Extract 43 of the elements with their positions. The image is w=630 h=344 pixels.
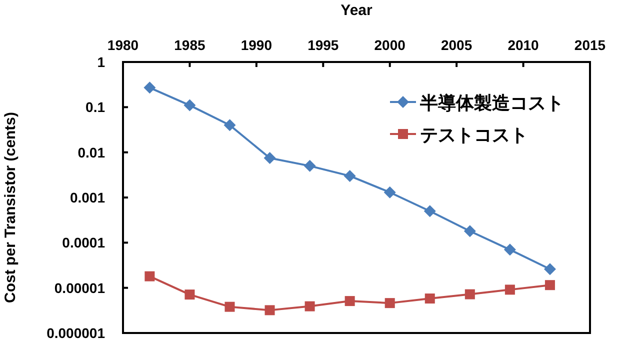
y-tick-label: 0.000001 [46, 325, 106, 341]
y-tick-label: 0.00001 [54, 280, 106, 296]
point [504, 244, 516, 256]
legend-item: テストコスト [390, 125, 528, 145]
point [424, 205, 436, 218]
point [344, 170, 356, 182]
y-tick-label: 0.1 [86, 99, 106, 116]
x-tick-label: 2000 [374, 37, 406, 53]
point [224, 119, 236, 132]
legend-label: テストコスト [420, 125, 528, 145]
x-axis-title: Year [340, 2, 373, 19]
point [544, 263, 556, 276]
point [344, 296, 355, 306]
point [384, 298, 395, 308]
point [464, 289, 475, 300]
x-tick-label: 2015 [574, 37, 606, 53]
point [184, 99, 196, 112]
x-tick-label: 2005 [440, 37, 472, 53]
y-axis-title: Cost per Transistor (cents) [2, 112, 19, 303]
point [264, 152, 276, 164]
legend-label: 半導体製造コスト [419, 93, 564, 113]
point [304, 301, 315, 312]
point [304, 160, 316, 172]
point [464, 225, 476, 238]
point [224, 302, 235, 312]
point [184, 290, 195, 300]
point [424, 294, 435, 304]
point [144, 271, 155, 282]
y-tick-label: 0.0001 [62, 234, 106, 251]
y-tick-label: 1 [97, 54, 106, 70]
x-tick-label: 1990 [240, 37, 272, 53]
x-tick-label: 1995 [308, 37, 339, 53]
x-tick-label: 2010 [508, 37, 540, 53]
x-tick-label: 1985 [174, 37, 206, 53]
point [544, 280, 555, 290]
y-tick-label: 0.01 [78, 144, 106, 160]
point [504, 284, 515, 295]
point [264, 305, 275, 316]
x-tick-label: 1980 [107, 37, 139, 53]
y-tick-label: 0.001 [70, 190, 106, 206]
point [384, 186, 396, 198]
point [144, 82, 156, 94]
legend-item: 半導体製造コスト [390, 93, 564, 113]
